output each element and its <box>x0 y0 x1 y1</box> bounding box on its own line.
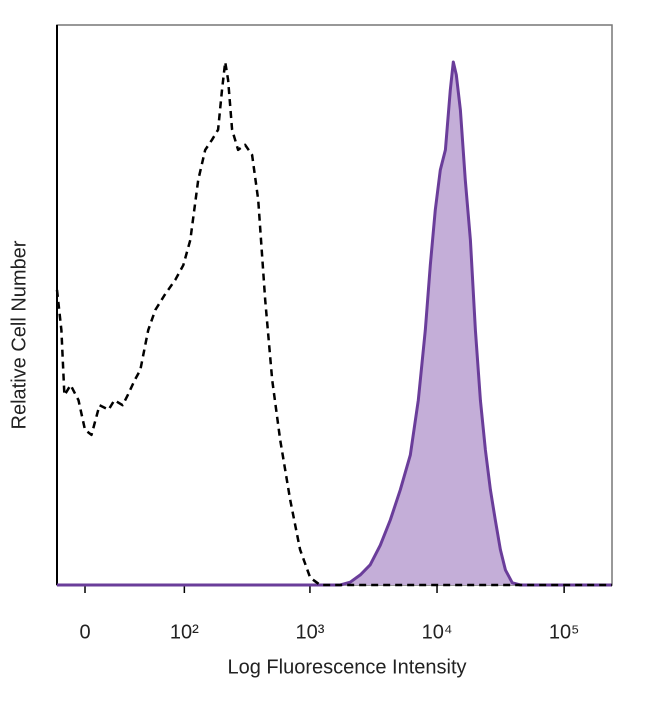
x-tick-label: 0 <box>79 621 90 643</box>
histogram-line <box>57 60 612 587</box>
y-axis-label: Relative Cell Number <box>8 240 30 429</box>
histogram-fill <box>57 62 612 585</box>
x-tick-label: 10³ <box>295 621 324 643</box>
x-tick-label: 10⁴ <box>422 621 453 643</box>
x-axis-label: Log Fluorescence Intensity <box>227 656 466 678</box>
x-tick-label: 10⁵ <box>549 621 580 643</box>
plot-frame <box>56 24 613 586</box>
histogram-line <box>55 60 612 587</box>
x-tick-label: 10² <box>170 621 199 643</box>
